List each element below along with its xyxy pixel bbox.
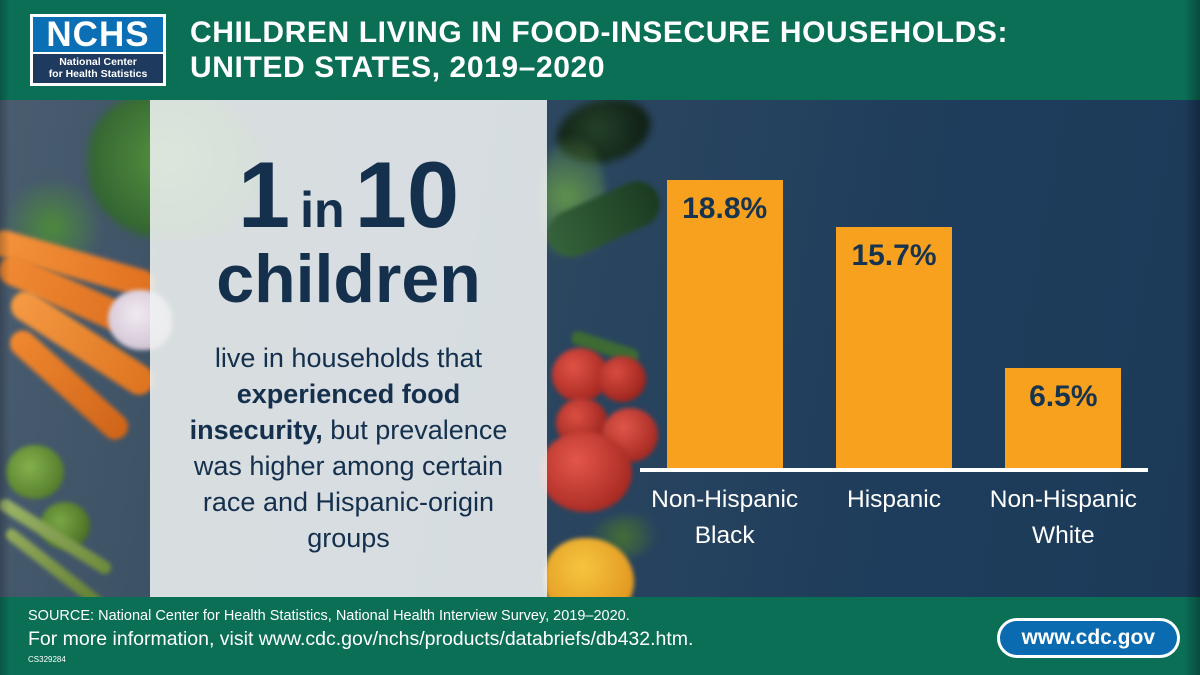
nchs-logo-name-line2: for Health Statistics	[48, 68, 148, 81]
footer-bar: SOURCE: National Center for Health Stati…	[0, 597, 1200, 675]
main-content: 1 in 10 children live in households that e…	[0, 100, 1200, 597]
cdc-gov-button[interactable]: www.cdc.gov	[996, 618, 1180, 658]
bar-label-non-hispanic-white: Non-Hispanic White	[989, 486, 1137, 549]
more-info-text: For more information, visit www.cdc.gov/…	[28, 628, 694, 650]
source-text: SOURCE: National Center for Health Stati…	[28, 608, 630, 624]
stat-description-post: but prevalence was higher among certain …	[193, 415, 508, 553]
stat-headline-word: children	[216, 241, 481, 317]
stat-headline: 1 in 10	[238, 148, 459, 242]
bar-non-hispanic-black: 18.8%	[666, 180, 783, 468]
tomato-image	[552, 348, 608, 402]
bar-chart: 18.8% 15.7% 6.5% Non-Hispanic Black Hispani…	[640, 100, 1148, 597]
lettuce-image	[540, 138, 605, 268]
bar-label-non-hispanic-black: Non-Hispanic Black	[651, 486, 799, 549]
yellow-pepper-image	[544, 538, 634, 597]
brussels-sprout-image	[6, 445, 64, 499]
stat-description-bold: experienced food insecurity,	[189, 379, 461, 446]
stat-number-1: 1	[237, 142, 291, 247]
page-title: CHILDREN LIVING IN FOOD-INSECURE HOUSEHO…	[190, 15, 1008, 86]
stat-description: live in households that experienced food…	[181, 341, 517, 556]
bar-value-non-hispanic-black: 18.8%	[682, 192, 768, 225]
carrot-image	[0, 250, 171, 352]
asparagus-image	[3, 526, 105, 597]
tomato-vine-image	[569, 329, 641, 365]
page-title-line2: UNITED STATES, 2019–2020	[190, 51, 606, 84]
stat-panel: 1 in 10 children live in households that e…	[150, 100, 547, 597]
bar-label-hispanic: Hispanic	[847, 486, 941, 513]
nchs-logo: NCHS National Center for Health Statisti…	[30, 14, 166, 86]
page-title-line1: CHILDREN LIVING IN FOOD-INSECURE HOUSEHO…	[190, 15, 1009, 49]
header-bar: NCHS National Center for Health Statisti…	[0, 0, 1200, 100]
tomato-image	[556, 398, 608, 448]
bar-value-non-hispanic-white: 6.5%	[1029, 380, 1098, 413]
tomato-image	[540, 432, 632, 512]
bar-chart-labels: Non-Hispanic Black Hispanic Non-Hispanic W…	[640, 482, 1148, 553]
carrot-image	[0, 227, 159, 300]
stat-number-10: 10	[354, 142, 460, 247]
brussels-sprout-image	[40, 502, 90, 549]
parsley-image	[2, 180, 102, 275]
tomato-image	[598, 356, 646, 402]
stat-connector: in	[300, 182, 345, 238]
bar-hispanic: 15.7%	[835, 227, 952, 468]
nchs-logo-acronym: NCHS	[46, 15, 150, 54]
asparagus-image	[0, 496, 114, 577]
bar-value-hispanic: 15.7%	[851, 239, 937, 272]
nchs-logo-name-line1: National Center	[59, 56, 137, 68]
nchs-logo-name: National Center for Health Statistics	[33, 52, 163, 84]
carrot-image	[5, 285, 160, 401]
stat-description-pre: live in households that	[214, 343, 483, 374]
bar-non-hispanic-white: 6.5%	[1005, 368, 1122, 468]
bar-chart-bars: 18.8% 15.7% 6.5%	[640, 100, 1148, 472]
document-number: CS329284	[28, 655, 66, 664]
carrot-image	[4, 325, 134, 445]
